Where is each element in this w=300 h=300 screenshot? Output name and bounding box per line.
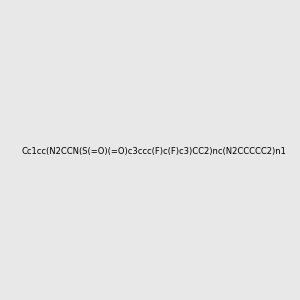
Text: Cc1cc(N2CCN(S(=O)(=O)c3ccc(F)c(F)c3)CC2)nc(N2CCCCC2)n1: Cc1cc(N2CCN(S(=O)(=O)c3ccc(F)c(F)c3)CC2)… [21,147,286,156]
